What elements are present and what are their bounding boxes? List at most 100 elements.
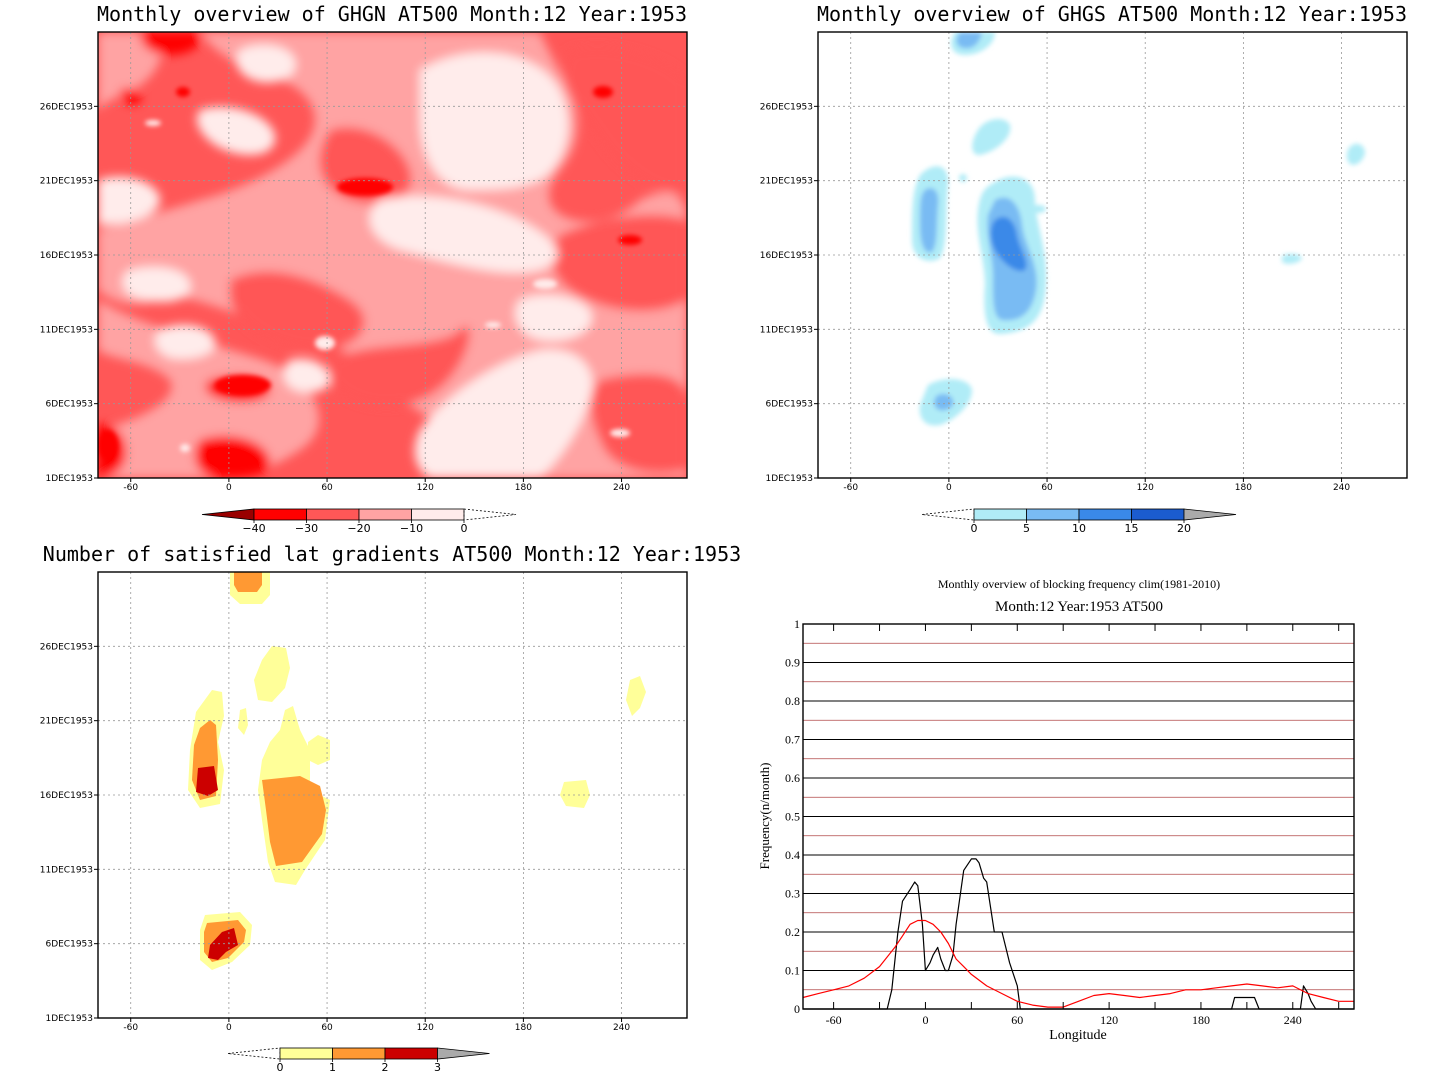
ghgn-cb-right-arrow	[463, 508, 517, 521]
lat-xtick-label: 0	[226, 1023, 232, 1033]
lat-xtick-label: -60	[123, 1023, 138, 1033]
freq-ytick-label: 0.8	[785, 694, 800, 708]
lat-ytick-label: 16DEC1953	[40, 791, 93, 801]
ghgn-ytick-label: 6DEC1953	[45, 400, 93, 410]
freq-series	[802, 858, 1354, 1010]
freq-ylabel: Frequency(n/month)	[757, 763, 772, 870]
ghgn-ytick-label: 11DEC1953	[40, 325, 93, 335]
ghgn-cb-swatch	[306, 508, 360, 521]
ghgs-colorbar: 0 5 10 15 20	[921, 508, 1237, 535]
ghgn-cb-label: −20	[347, 522, 370, 535]
ghgn-cb-swatch	[358, 508, 412, 521]
freq-title: Monthly overview of blocking frequency c…	[938, 577, 1220, 591]
ghgs-cb-label: 5	[1023, 522, 1030, 535]
ghgs-ytick-label: 11DEC1953	[760, 325, 813, 335]
freq-ytick-label: 0	[794, 1002, 800, 1016]
freq-ytick-label: 1	[794, 617, 800, 631]
ghgs-cb-swatch	[1078, 508, 1132, 521]
lat-cb-label: 2	[382, 1061, 389, 1074]
ghgn-cb-label: −10	[400, 522, 423, 535]
lat-cb-left-arrow	[227, 1047, 281, 1060]
panel-ghgn: Monthly overview of GHGN AT500 Month:12 …	[40, 2, 688, 535]
ghgn-contours	[98, 32, 687, 478]
lat-xtick-label: 240	[613, 1023, 630, 1033]
lat-axes: -60 0 60 120 180 240 1DEC1953 6DEC1953 11DEC1953…	[40, 642, 631, 1033]
freq-gridlines	[803, 642, 1354, 991]
ghgs-ytick-label: 21DEC1953	[760, 177, 813, 187]
freq-xtick-label: 60	[1011, 1013, 1023, 1027]
lat-ytick-label: 26DEC1953	[40, 642, 93, 652]
ghgn-ytick-label: 21DEC1953	[40, 177, 93, 187]
ghgs-cb-left-arrow	[921, 508, 975, 521]
ghgs-xtick-label: 0	[946, 483, 952, 493]
lat-xtick-label: 180	[515, 1023, 532, 1033]
ghgs-cb-swatch	[1026, 508, 1080, 521]
ghgn-xtick-label: 0	[226, 483, 232, 493]
panel-ghgs: Monthly overview of GHGS AT500 Month:12 …	[760, 2, 1408, 535]
ghgs-grid	[818, 32, 1407, 478]
lat-cb-swatch	[279, 1047, 333, 1060]
freq-ytick-label: 0.2	[785, 925, 800, 939]
freq-subtitle: Month:12 Year:1953 AT500	[995, 599, 1163, 615]
lat-cb-label: 3	[434, 1061, 441, 1074]
lat-cb-right-arrow	[437, 1047, 490, 1060]
lat-contours	[188, 572, 646, 970]
ghgn-cb-label: 0	[461, 522, 468, 535]
freq-ytick-label: 0.1	[785, 964, 800, 978]
ghgn-xtick-label: 240	[613, 483, 630, 493]
lat-field	[188, 572, 646, 970]
ghgn-axes: -60 0 60 120 180 240 1DEC1953 6DEC1953 11DEC1953…	[40, 102, 631, 493]
lat-ytick-label: 11DEC1953	[40, 865, 93, 875]
freq-xtick-label: -60	[826, 1013, 842, 1027]
ghgs-ytick-label: 26DEC1953	[760, 102, 813, 112]
ghgs-axes: -60 0 60 120 180 240 1DEC1953 6DEC1953 11DEC1953…	[760, 102, 1351, 493]
lat-colorbar: 0 1 2 3	[227, 1047, 490, 1074]
lat-grid	[98, 572, 687, 1018]
freq-ytick-label: 0.3	[785, 887, 800, 901]
ghgs-cb-label: 20	[1177, 522, 1191, 535]
ghgn-colorbar: −40 −30 −20 −10 0	[201, 508, 517, 535]
ghgn-ytick-label: 16DEC1953	[40, 251, 93, 261]
lat-ytick-label: 6DEC1953	[45, 940, 93, 950]
freq-xtick-label: 180	[1192, 1013, 1210, 1027]
ghgn-xtick-label: 120	[417, 483, 434, 493]
freq-ytick-label: 0.7	[785, 733, 800, 747]
ghgs-xtick-label: -60	[843, 483, 858, 493]
ghgn-xtick-label: 60	[321, 483, 333, 493]
ghgn-title: Monthly overview of GHGN AT500 Month:12 …	[97, 2, 687, 26]
ghgs-cb-label: 15	[1125, 522, 1139, 535]
freq-ytick-label: 0.6	[785, 771, 800, 785]
ghgn-xtick-label: 180	[515, 483, 532, 493]
ghgn-cb-swatch	[411, 508, 465, 521]
ghgs-ytick-label: 16DEC1953	[760, 251, 813, 261]
freq-xlabel: Longitude	[1049, 1028, 1107, 1043]
lat-ytick-label: 1DEC1953	[45, 1014, 93, 1024]
ghgn-cb-swatch	[253, 508, 307, 521]
lat-cb-label: 0	[277, 1061, 284, 1074]
ghgs-xtick-label: 240	[1333, 483, 1350, 493]
lat-cb-swatch	[332, 1047, 386, 1060]
freq-ytick-label: 0.9	[785, 656, 800, 670]
ghgs-xtick-label: 120	[1137, 483, 1154, 493]
ghgs-ytick-label: 1DEC1953	[765, 474, 813, 484]
ghgs-cb-label: 10	[1072, 522, 1086, 535]
freq-xtick-label: 120	[1100, 1013, 1118, 1027]
ghgn-cb-label: −40	[242, 522, 265, 535]
lat-title: Number of satisfied lat gradients AT500 …	[43, 542, 741, 566]
ghgn-grid	[98, 32, 687, 478]
freq-xtick-label: 0	[922, 1013, 928, 1027]
ghgn-cb-left-arrow	[201, 508, 255, 521]
ghgs-cb-swatch	[973, 508, 1027, 521]
ghgn-xtick-label: -60	[123, 483, 138, 493]
lat-xtick-label: 120	[417, 1023, 434, 1033]
freq-ytick-label: 0.4	[785, 848, 800, 862]
ghgs-xtick-label: 180	[1235, 483, 1252, 493]
panel-lat-gradients: Number of satisfied lat gradients AT500 …	[40, 542, 741, 1074]
ghgn-ytick-label: 26DEC1953	[40, 102, 93, 112]
ghgn-ytick-label: 1DEC1953	[45, 474, 93, 484]
ghgs-field	[912, 32, 1365, 426]
ghgs-cb-right-arrow	[1183, 508, 1237, 521]
freq-xtick-label: 240	[1284, 1013, 1302, 1027]
ghgn-cb-label: −30	[295, 522, 318, 535]
